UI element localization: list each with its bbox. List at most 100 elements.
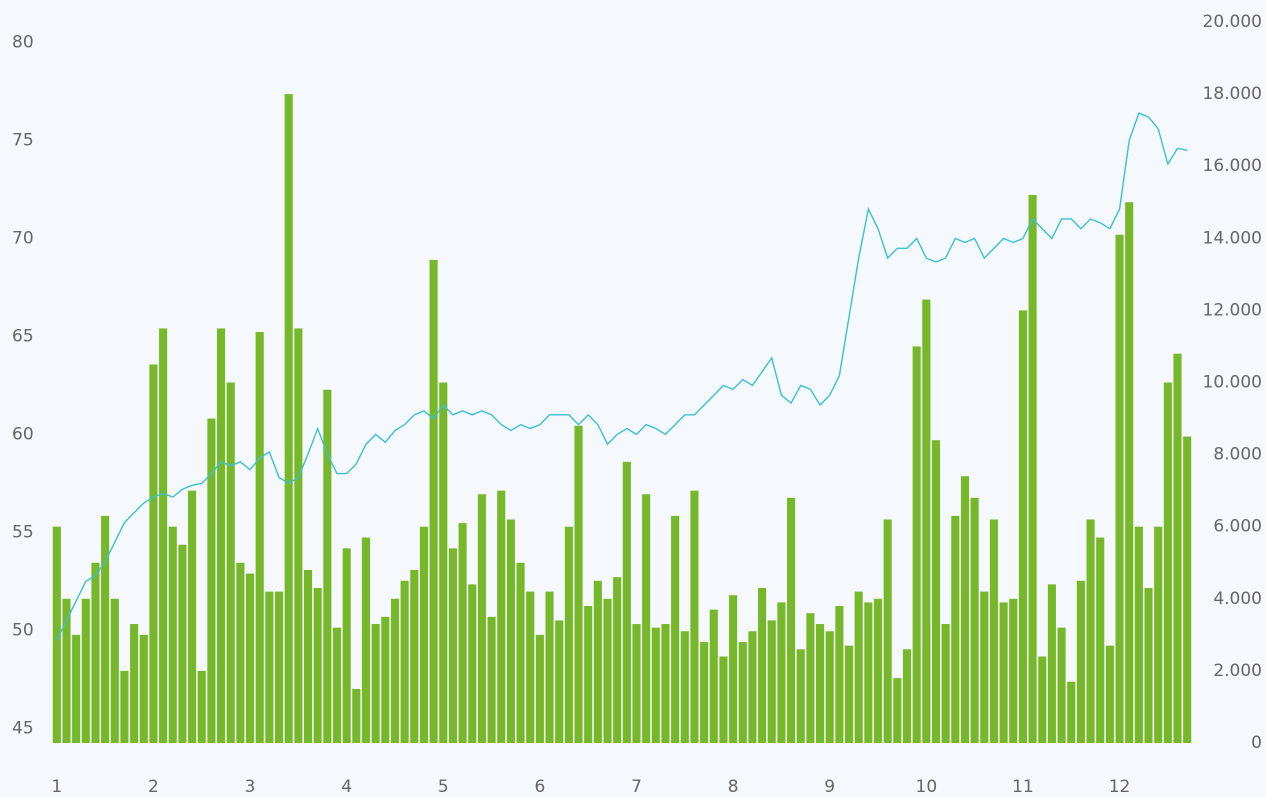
bar — [265, 591, 274, 743]
y-tick-label: 65 — [12, 326, 34, 346]
y2-tick-label: 14.000 — [1203, 228, 1262, 248]
bar — [661, 624, 670, 743]
bar — [593, 580, 602, 743]
y2-tick-label: 18.000 — [1203, 84, 1262, 104]
x-tick-label: 10 — [916, 777, 938, 797]
y2-tick-label: 2.000 — [1213, 661, 1262, 681]
bar — [555, 620, 564, 743]
bar — [1057, 627, 1066, 743]
y2-tick-label: 20.000 — [1203, 12, 1262, 32]
bar — [651, 627, 660, 743]
y-tick-label: 75 — [12, 131, 34, 151]
bar — [1076, 580, 1085, 743]
bar — [1047, 584, 1056, 743]
bar — [62, 598, 71, 743]
bar — [468, 584, 477, 743]
bar — [130, 624, 139, 743]
x-tick-label: 4 — [341, 777, 352, 797]
bar — [1067, 681, 1076, 743]
bar — [1154, 526, 1163, 743]
bar — [284, 94, 293, 744]
bar — [149, 364, 158, 743]
bar — [1134, 526, 1143, 743]
y-tick-label: 50 — [12, 620, 34, 640]
x-tick-label: 3 — [245, 777, 256, 797]
bar — [960, 476, 970, 743]
bar — [748, 631, 757, 743]
bar — [989, 519, 999, 743]
bar — [458, 523, 467, 743]
x-tick-label: 11 — [1012, 777, 1034, 797]
bar — [381, 616, 390, 743]
bar — [844, 645, 854, 743]
y-tick-label: 60 — [12, 424, 34, 444]
bar — [516, 562, 525, 743]
bar — [1018, 310, 1027, 743]
bar — [671, 515, 680, 743]
y2-tick-label: 16.000 — [1203, 156, 1262, 176]
bar — [303, 569, 313, 743]
bar — [110, 598, 119, 743]
bar — [207, 418, 216, 743]
x-tick-label: 7 — [631, 777, 642, 797]
bar — [729, 595, 738, 743]
bar — [574, 425, 583, 743]
bar — [902, 649, 912, 743]
bar — [245, 573, 255, 743]
bar — [342, 548, 351, 743]
x-tick-label: 2 — [148, 777, 159, 797]
y-tick-label: 45 — [12, 718, 34, 738]
bar — [159, 328, 168, 743]
bar — [526, 591, 535, 743]
y2-tick-label: 8.000 — [1213, 445, 1262, 465]
bar — [1163, 382, 1172, 743]
bar — [506, 519, 515, 743]
bar — [835, 606, 844, 743]
bar — [912, 346, 921, 743]
y2-tick-label: 12.000 — [1203, 300, 1262, 320]
bar — [390, 598, 400, 743]
bar — [1028, 195, 1037, 744]
bar — [806, 613, 815, 743]
bar — [545, 591, 554, 743]
bar — [410, 569, 419, 743]
bar — [1096, 537, 1105, 743]
bar — [709, 609, 718, 743]
bar — [931, 440, 941, 743]
bar — [139, 634, 148, 743]
bar — [680, 631, 689, 743]
bar — [564, 526, 573, 743]
bar — [419, 526, 429, 743]
bar — [439, 382, 448, 743]
bar — [815, 624, 825, 743]
bar — [1009, 598, 1018, 743]
bar — [738, 642, 747, 743]
bar — [497, 490, 506, 743]
bar — [313, 587, 322, 743]
y-tick-label: 80 — [12, 33, 34, 53]
x-tick-label: 9 — [824, 777, 835, 797]
bar — [584, 606, 593, 743]
bar — [294, 328, 303, 743]
bar — [1038, 656, 1047, 743]
x-tick-label: 12 — [1109, 777, 1131, 797]
bar — [642, 494, 651, 743]
bar — [226, 382, 235, 743]
bar — [81, 598, 90, 743]
bar — [400, 580, 409, 743]
bar — [632, 624, 641, 743]
bar — [613, 577, 622, 743]
x-tick-label: 8 — [728, 777, 739, 797]
y-tick-label: 55 — [12, 522, 34, 542]
bar — [1183, 436, 1192, 743]
bar — [951, 515, 960, 743]
y2-tick-label: 4.000 — [1213, 589, 1262, 609]
bar — [603, 598, 612, 743]
bar — [767, 620, 776, 743]
line — [56, 112, 1188, 641]
y2-tick-label: 10.000 — [1203, 373, 1262, 393]
x-tick-label: 5 — [438, 777, 449, 797]
bar — [197, 670, 206, 743]
y-tick-label: 70 — [12, 228, 34, 248]
